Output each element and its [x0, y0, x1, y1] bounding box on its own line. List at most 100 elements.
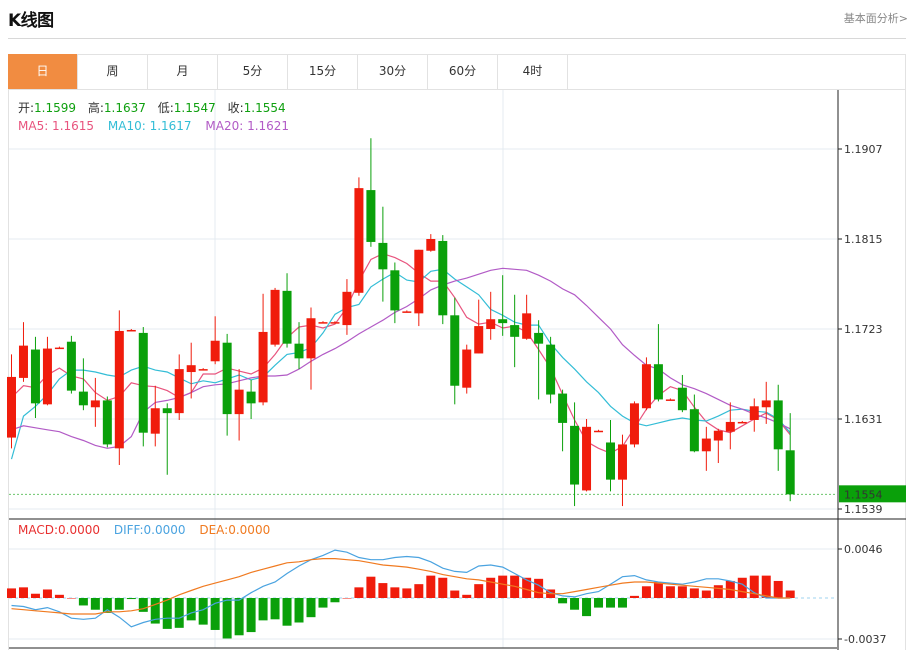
- candle-body: [653, 364, 663, 400]
- macd-bar: [534, 578, 544, 598]
- candle-body: [773, 400, 783, 450]
- price-tick-label: 1.1815: [844, 233, 883, 246]
- macd-bar: [318, 598, 328, 608]
- close-label: 收:: [227, 101, 244, 115]
- candle-body: [510, 325, 520, 337]
- macd-bar: [222, 598, 232, 639]
- candle-body: [342, 291, 352, 326]
- candle-body: [306, 318, 316, 359]
- price-tick-label: 1.1723: [844, 323, 883, 336]
- diff-line: [11, 549, 791, 628]
- ohlc-info: 开:1.1599 高:1.1637 低:1.1547 收:1.1554 MA5:…: [18, 99, 294, 135]
- candle-body: [102, 400, 112, 445]
- chart-panel: [8, 54, 906, 650]
- price-tick-label: 1.1539: [844, 503, 883, 516]
- candle-body: [402, 311, 412, 313]
- macd-bar: [354, 587, 364, 598]
- macd-bar: [570, 598, 580, 610]
- candle-body: [42, 348, 52, 405]
- macd-bar: [606, 598, 615, 608]
- candle-body: [737, 421, 747, 424]
- macd-tick-label: -0.0037: [844, 633, 886, 646]
- tab-month[interactable]: 月: [148, 54, 218, 89]
- tab-15min[interactable]: 15分: [288, 54, 358, 89]
- candle-body: [318, 322, 328, 324]
- open-label: 开:: [18, 101, 35, 115]
- candle-body: [198, 369, 208, 371]
- macd-bar: [689, 588, 699, 598]
- tab-week[interactable]: 周: [78, 54, 148, 89]
- tab-day[interactable]: 日: [8, 54, 78, 89]
- page-title: K线图: [8, 11, 54, 31]
- candle-body: [522, 313, 532, 339]
- tab-30min[interactable]: 30分: [358, 54, 428, 89]
- tab-4hour[interactable]: 4时: [498, 54, 568, 89]
- macd-bar: [414, 584, 424, 598]
- tab-60min[interactable]: 60分: [428, 54, 498, 89]
- open-value: 1.1599: [34, 101, 77, 115]
- macd-bar: [174, 598, 184, 628]
- candle-body: [30, 349, 40, 404]
- candle-body: [594, 430, 604, 433]
- candle-body: [210, 340, 220, 362]
- macd-bar: [246, 598, 256, 633]
- tab-5min[interactable]: 5分: [218, 54, 288, 89]
- candle-body: [665, 399, 675, 401]
- macd-bar: [114, 598, 124, 610]
- candle-body: [270, 289, 280, 345]
- diff-value: DIFF:0.0000: [113, 523, 186, 537]
- candle-body: [629, 403, 639, 445]
- candle-body: [725, 421, 735, 432]
- price-tick-label: 1.1907: [844, 143, 883, 156]
- period-tabs: 日 周 月 5分 15分 30分 60分 4时: [8, 54, 906, 90]
- candle-body: [330, 322, 340, 324]
- candle-body: [677, 387, 687, 411]
- candle-body: [354, 188, 364, 293]
- close-value: 1.1554: [243, 101, 286, 115]
- macd-bar: [785, 590, 795, 598]
- macd-bar: [258, 598, 268, 621]
- last-price-label: 1.1554: [844, 488, 883, 501]
- high-label: 高:: [87, 101, 104, 115]
- macd-bar: [713, 585, 723, 598]
- macd-bar: [450, 590, 460, 598]
- candle-body: [18, 345, 28, 378]
- candle-body: [234, 389, 244, 415]
- macd-bar: [102, 598, 112, 613]
- candle-body: [450, 315, 460, 386]
- macd-bar: [641, 586, 651, 598]
- candle-body: [713, 430, 723, 441]
- candle-body: [749, 406, 759, 420]
- macd-bar: [162, 598, 172, 629]
- macd-bar: [426, 575, 436, 598]
- macd-bar: [594, 598, 604, 608]
- macd-bar: [198, 598, 208, 625]
- candle-body: [701, 438, 711, 452]
- low-value: 1.1547: [173, 101, 216, 115]
- macd-bar: [498, 575, 508, 598]
- macd-bar: [737, 577, 747, 598]
- macd-bar: [629, 595, 639, 598]
- candle-body: [534, 332, 544, 344]
- fundamental-analysis-link[interactable]: 基本面分析>: [843, 12, 908, 25]
- macd-bar: [462, 594, 472, 598]
- macd-tick-label: 0.0046: [844, 543, 883, 556]
- macd-bar: [126, 598, 136, 600]
- candle-body: [498, 319, 508, 324]
- macd-bar: [665, 586, 675, 598]
- macd-bar: [474, 584, 484, 598]
- candle-body: [366, 190, 376, 242]
- macd-bar: [617, 598, 627, 608]
- macd-bar: [306, 598, 316, 618]
- candle-body: [174, 369, 184, 414]
- macd-bar: [749, 575, 759, 598]
- candle-body: [186, 365, 196, 373]
- candle-body: [66, 341, 76, 391]
- macd-bar: [342, 598, 352, 599]
- macd-bar: [677, 586, 687, 598]
- candle-body: [390, 270, 400, 311]
- ma5-line: [11, 253, 791, 454]
- candle-body: [558, 393, 568, 423]
- low-label: 低:: [157, 101, 174, 115]
